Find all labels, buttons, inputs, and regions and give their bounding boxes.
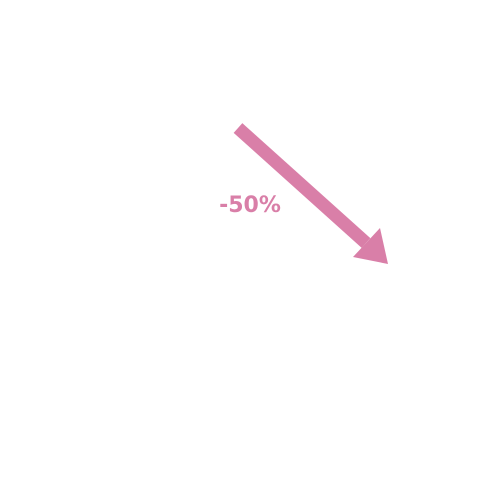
arrow-head xyxy=(353,228,388,264)
arrow-shaft xyxy=(233,123,371,248)
change-label: -50% xyxy=(219,193,281,218)
